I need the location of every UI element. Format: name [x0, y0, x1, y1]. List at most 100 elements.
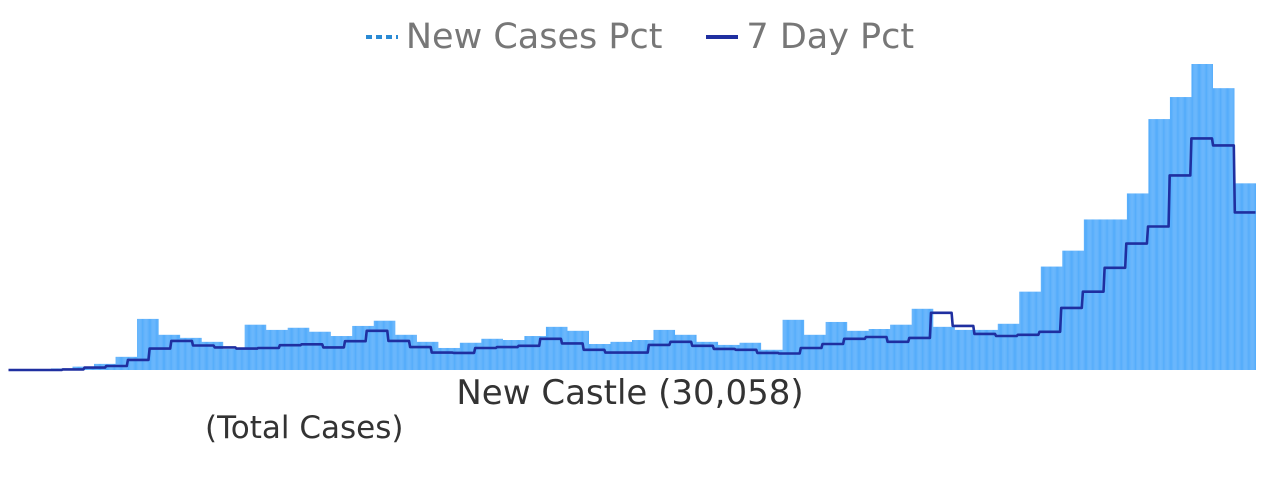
- bar-new-cases: [271, 329, 273, 370]
- bar-new-cases: [1053, 266, 1055, 370]
- bar-new-cases: [797, 319, 799, 370]
- bar-new-cases: [209, 341, 211, 370]
- bar-new-cases: [776, 349, 778, 370]
- bar-new-cases: [534, 336, 536, 370]
- bar-new-cases: [1194, 64, 1196, 370]
- bar-new-cases: [622, 341, 624, 370]
- bar-new-cases: [1046, 266, 1048, 370]
- bar-new-cases: [988, 329, 990, 370]
- bar-new-cases: [1182, 97, 1184, 371]
- bar-new-cases: [752, 342, 754, 370]
- bar-new-cases: [300, 327, 302, 370]
- bar-new-cases: [452, 347, 454, 370]
- bar-new-cases: [170, 334, 172, 370]
- bar-new-cases: [159, 334, 161, 370]
- bar-new-cases: [299, 327, 301, 370]
- bar-new-cases: [237, 348, 239, 370]
- bar-new-cases: [527, 336, 529, 370]
- bar-new-cases: [865, 330, 867, 370]
- bar-new-cases: [682, 334, 684, 370]
- bar-new-cases: [815, 334, 818, 370]
- bar-new-cases: [940, 326, 942, 370]
- bar-new-cases: [824, 334, 826, 370]
- bar-new-cases: [910, 324, 912, 370]
- bar-new-cases: [1137, 193, 1139, 370]
- bar-new-cases: [336, 336, 338, 370]
- bar-new-cases: [424, 341, 426, 370]
- legend-item-7-day[interactable]: 7 Day Pct: [706, 14, 914, 60]
- bar-new-cases: [571, 330, 573, 370]
- bar-new-cases: [141, 318, 143, 370]
- bar-new-cases: [837, 321, 839, 370]
- bar-new-cases: [240, 348, 242, 370]
- bar-new-cases: [897, 324, 899, 370]
- bar-new-cases: [848, 330, 850, 370]
- bar-new-cases: [658, 329, 660, 370]
- bar-new-cases: [1138, 193, 1140, 370]
- bar-new-cases: [923, 308, 925, 370]
- bar-new-cases: [925, 308, 927, 370]
- bar-new-cases: [1009, 323, 1011, 370]
- bar-new-cases: [714, 341, 716, 370]
- bar-new-cases: [891, 324, 893, 370]
- bar-new-cases: [668, 329, 670, 370]
- bar-new-cases: [389, 320, 392, 370]
- bar-new-cases: [562, 326, 564, 370]
- bar-new-cases: [936, 326, 938, 370]
- bar-new-cases: [903, 324, 905, 370]
- bar-new-cases: [836, 321, 838, 370]
- line-series-7-day: [8, 137, 1256, 372]
- bar-new-cases: [657, 329, 659, 370]
- bar-new-cases: [1017, 323, 1019, 370]
- bar-new-cases: [1010, 323, 1012, 370]
- bar-new-cases: [486, 338, 488, 370]
- bar-new-cases: [635, 340, 637, 370]
- bar-new-cases: [1036, 291, 1038, 370]
- bar-new-cases: [357, 325, 359, 370]
- bar-new-cases: [898, 324, 900, 370]
- legend-item-new-cases[interactable]: New Cases Pct: [365, 14, 662, 60]
- bar-new-cases: [750, 342, 752, 370]
- bar-new-cases: [796, 319, 798, 370]
- bar-new-cases: [1189, 97, 1191, 371]
- bar-new-cases: [992, 329, 994, 370]
- bar-new-cases: [1095, 219, 1097, 370]
- bar-new-cases: [530, 336, 532, 370]
- bar-new-cases: [884, 329, 886, 370]
- bar-new-cases: [855, 330, 857, 370]
- bar-new-cases: [766, 349, 768, 370]
- bar-new-cases: [383, 320, 385, 370]
- bar-new-cases: [317, 331, 319, 370]
- bar-new-cases: [1135, 193, 1137, 370]
- bar-new-cases: [739, 342, 741, 370]
- bar-new-cases: [1076, 250, 1078, 370]
- bar-new-cases: [656, 329, 658, 370]
- bar-new-cases: [1236, 183, 1238, 370]
- bar-new-cases: [524, 336, 526, 370]
- bar-new-cases: [1243, 183, 1245, 370]
- bar-new-cases: [641, 340, 643, 370]
- bar-new-cases: [671, 329, 673, 370]
- bar-new-cases: [1058, 266, 1060, 370]
- bar-new-cases: [194, 337, 196, 370]
- bar-new-cases: [1164, 119, 1166, 370]
- bar-new-cases: [612, 341, 614, 370]
- bar-new-cases: [352, 325, 354, 370]
- bar-new-cases: [878, 329, 880, 370]
- bar-new-cases: [592, 343, 594, 370]
- bar-new-cases: [595, 343, 597, 370]
- bar-new-cases: [778, 349, 780, 370]
- bar-new-cases: [124, 356, 126, 370]
- bar-new-cases: [1221, 88, 1223, 371]
- bar-new-cases: [1218, 88, 1220, 371]
- bar-new-cases: [1136, 193, 1138, 370]
- bar-new-cases: [804, 334, 806, 370]
- bar-new-cases: [968, 329, 970, 370]
- bar-new-cases: [1082, 250, 1084, 370]
- bar-new-cases: [1148, 119, 1150, 370]
- bar-new-cases: [909, 324, 911, 370]
- bar-new-cases: [354, 325, 356, 370]
- bar-new-cases: [560, 326, 563, 370]
- bar-new-cases: [662, 329, 664, 370]
